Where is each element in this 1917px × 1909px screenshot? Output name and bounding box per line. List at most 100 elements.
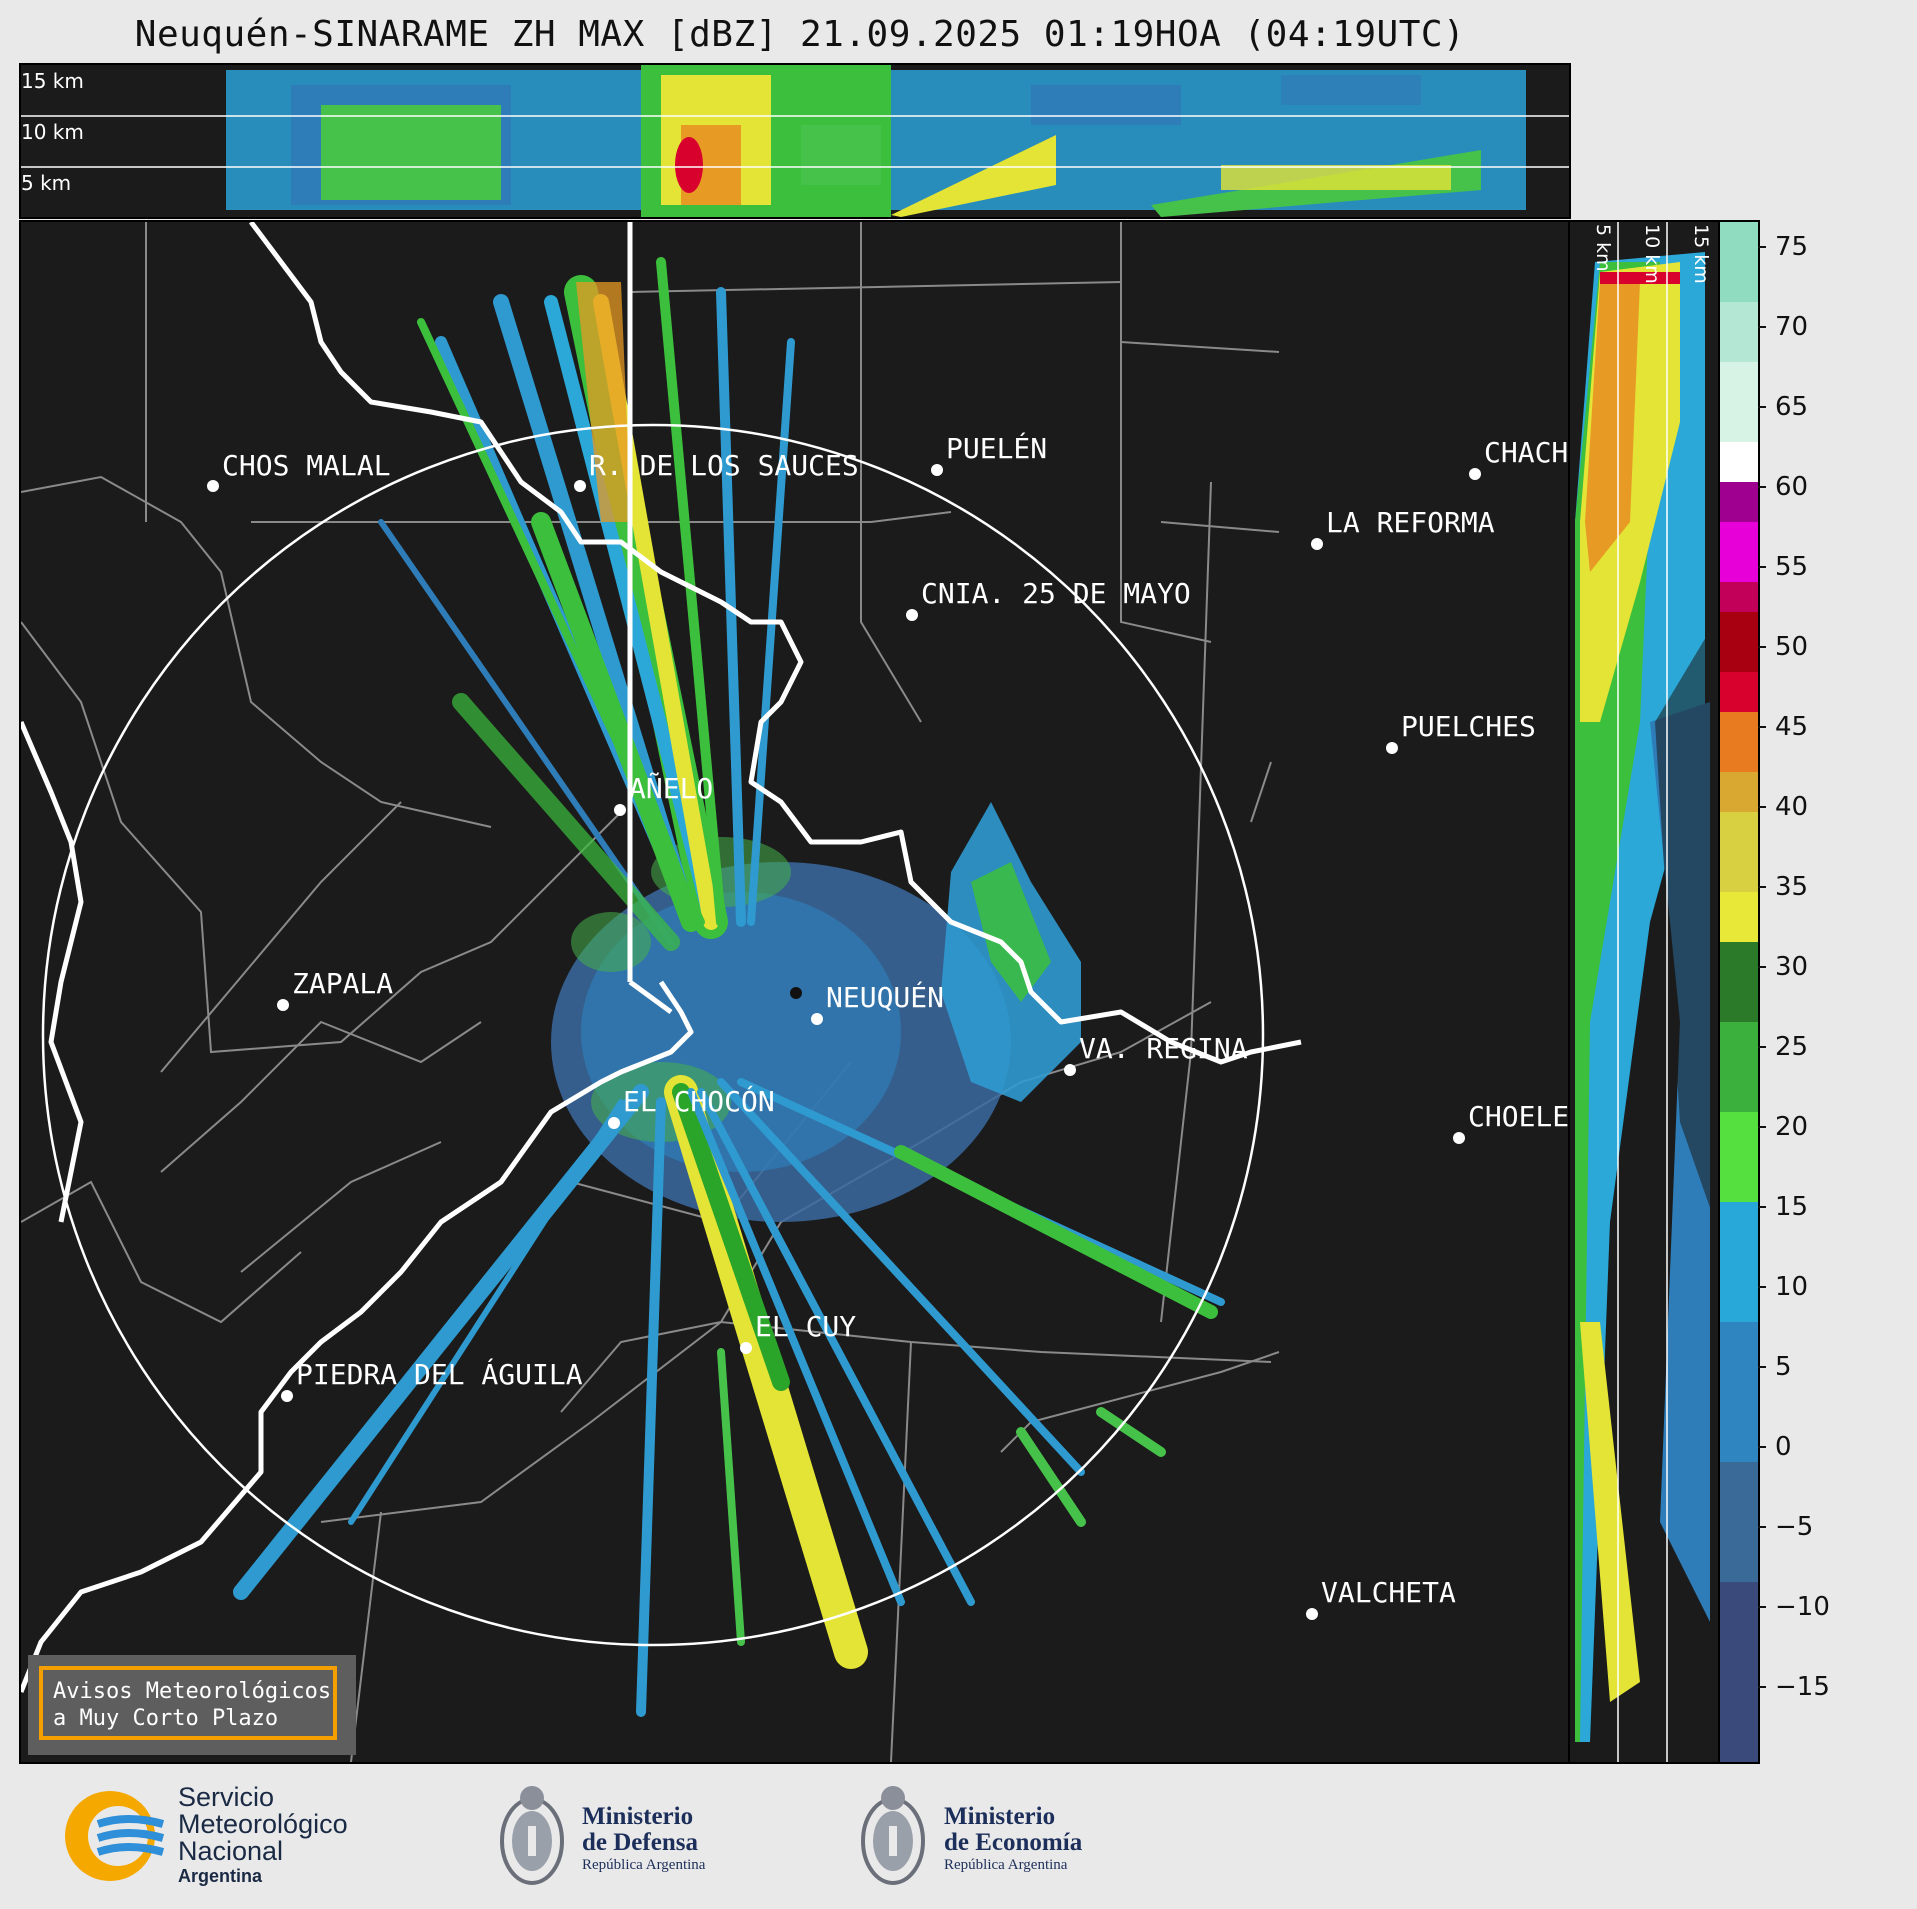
defensa-line-2: de Defensa: [582, 1829, 698, 1856]
city-label: CNIA. 25 DE MAYO: [921, 577, 1191, 610]
economia-line-1: Ministerio: [944, 1803, 1056, 1830]
city-label: PUELCHES: [1401, 710, 1536, 743]
colorbar-tick: [1758, 886, 1766, 888]
colorbar-tick: [1758, 326, 1766, 328]
city-dot: [740, 1342, 752, 1354]
colorbar-tick: [1758, 726, 1766, 728]
smn-line-4: Argentina: [178, 1866, 263, 1886]
defensa-line-3: República Argentina: [582, 1857, 706, 1873]
aviso-line-1: Avisos Meteorológicos: [53, 1679, 332, 1704]
colorbar-tick-label: 75: [1775, 232, 1809, 262]
colorbar-tick: [1758, 1046, 1766, 1048]
top-altitude-label: 5 km: [21, 171, 72, 195]
city-label: CHOELE: [1468, 1100, 1570, 1133]
side-altitude-label: 5 km: [1592, 224, 1614, 272]
smn-line-2: Meteorológico: [178, 1809, 348, 1839]
colorbar-tick: [1758, 806, 1766, 808]
colorbar-tick: [1758, 1606, 1766, 1608]
colorbar-tick: [1758, 1286, 1766, 1288]
colorbar-tick-label: 70: [1775, 312, 1809, 342]
colorbar-tick-label: 5: [1775, 1352, 1792, 1382]
colorbar-tick: [1758, 406, 1766, 408]
colorbar-tick-label: 50: [1775, 632, 1809, 662]
city-label: PUELÉN: [946, 432, 1048, 465]
city-label: LA REFORMA: [1326, 506, 1495, 539]
dbz-colorbar: [1718, 220, 1760, 1764]
colorbar-tick: [1758, 1206, 1766, 1208]
colorbar-tick: [1758, 1686, 1766, 1688]
city-dot: [1469, 468, 1481, 480]
city-dot: [281, 1390, 293, 1402]
aviso-line-2: a Muy Corto Plazo: [53, 1706, 279, 1731]
smn-logo-icon: [65, 1791, 165, 1881]
radar-map[interactable]: CHOS MALAL R. DE LOS SAUCES PUELÉN CHACH…: [19, 220, 1571, 1764]
city-dot: [614, 804, 626, 816]
colorbar-tick: [1758, 966, 1766, 968]
city-dot: [931, 464, 943, 476]
city-label: R. DE LOS SAUCES: [589, 449, 859, 482]
city-label: VA. REGINA: [1079, 1032, 1248, 1065]
city-label: EL CHOCÓN: [623, 1085, 775, 1118]
smn-line-1: Servicio: [178, 1782, 275, 1812]
side-altitude-label: 10 km: [1641, 224, 1663, 284]
colorbar-tick-label: 15: [1775, 1192, 1809, 1222]
footer-logos: Servicio Meteorológico Nacional Argentin…: [0, 1768, 1917, 1909]
colorbar-tick-label: −15: [1775, 1672, 1830, 1702]
city-dot: [811, 1013, 823, 1025]
colorbar-tick: [1758, 486, 1766, 488]
colorbar-tick: [1758, 246, 1766, 248]
top-altitude-label: 15 km: [21, 69, 84, 93]
dbz-colorbar-gradient: [1720, 222, 1758, 1762]
economia-seal-icon: [861, 1786, 925, 1885]
top-cross-section-panel: 15 km 10 km 5 km: [19, 63, 1571, 219]
colorbar-tick-label: 20: [1775, 1112, 1809, 1142]
colorbar-tick-label: 60: [1775, 472, 1809, 502]
colorbar-tick-label: 35: [1775, 872, 1809, 902]
colorbar-tick-label: 55: [1775, 552, 1809, 582]
colorbar-tick-label: 45: [1775, 712, 1809, 742]
city-label: CHOS MALAL: [222, 449, 391, 482]
colorbar-tick-label: 10: [1775, 1272, 1809, 1302]
city-dot: [277, 999, 289, 1011]
side-cross-section-panel: 5 km 10 km 15 km: [1568, 220, 1721, 1764]
colorbar-tick-label: 0: [1775, 1432, 1792, 1462]
city-dot: [1306, 1608, 1318, 1620]
city-dot: [906, 609, 918, 621]
economia-line-2: de Economía: [944, 1829, 1083, 1856]
colorbar-tick-label: 65: [1775, 392, 1809, 422]
colorbar-tick: [1758, 1126, 1766, 1128]
smn-line-3: Nacional: [178, 1836, 284, 1866]
page-title: Neuquén-SINARAME ZH MAX [dBZ] 21.09.2025…: [134, 14, 1466, 55]
city-dot: [1311, 538, 1323, 550]
city-dot: [1386, 742, 1398, 754]
city-dot: [608, 1117, 620, 1129]
city-dot: [574, 480, 586, 492]
city-label: AÑELO: [629, 772, 714, 805]
city-dot: [1064, 1064, 1076, 1076]
city-label: VALCHETA: [1321, 1576, 1456, 1609]
colorbar-tick-label: 40: [1775, 792, 1809, 822]
city-label: NEUQUÉN: [826, 981, 945, 1014]
colorbar-tick-label: −10: [1775, 1592, 1830, 1622]
economia-line-3: República Argentina: [944, 1857, 1068, 1873]
colorbar-tick-label: 30: [1775, 952, 1809, 982]
radar-site-marker: [790, 987, 802, 999]
side-altitude-label: 15 km: [1690, 224, 1712, 284]
top-cross-section-image: [21, 65, 1569, 217]
aviso-badge-inner: Avisos Meteorológicos a Muy Corto Plazo: [39, 1666, 337, 1740]
aviso-badge: Avisos Meteorológicos a Muy Corto Plazo: [28, 1655, 356, 1755]
colorbar-tick-label: −5: [1775, 1512, 1814, 1542]
colorbar-tick: [1758, 1446, 1766, 1448]
colorbar-tick: [1758, 646, 1766, 648]
city-label: CHACH: [1484, 436, 1569, 469]
city-label: ZAPALA: [292, 967, 394, 1000]
defensa-seal-icon: [500, 1786, 564, 1885]
colorbar-tick: [1758, 1366, 1766, 1368]
defensa-line-1: Ministerio: [582, 1803, 694, 1830]
colorbar-tick: [1758, 566, 1766, 568]
city-dot: [207, 480, 219, 492]
city-label: EL CUY: [755, 1310, 857, 1343]
colorbar-tick-label: 25: [1775, 1032, 1809, 1062]
side-cross-section-image: [1570, 222, 1719, 1762]
top-altitude-label: 10 km: [21, 120, 84, 144]
